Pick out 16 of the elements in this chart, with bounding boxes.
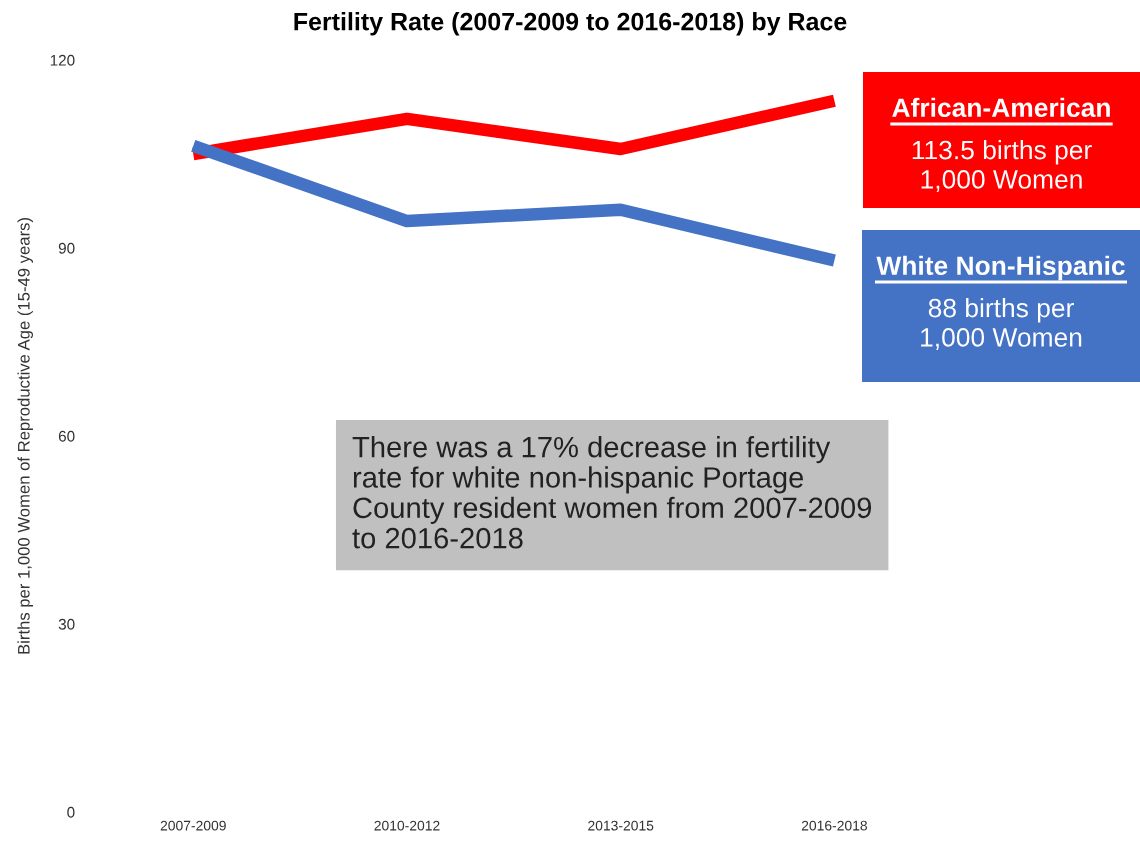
annotation: There was a 17% decrease in fertility rate for white non-hispanic Portage County resident women from 2007-2009 to 2016-2018 <box>352 436 872 549</box>
y-tick-label: 90 <box>58 242 75 254</box>
x-tick-label: 2016-2018 <box>801 820 867 831</box>
annotation: 113.5 births per 1,000 Women <box>912 140 1092 192</box>
y-tick-label: 60 <box>58 430 75 442</box>
y-axis-title: Births per 1,000 Women of Reproductive Age (15-49 years) <box>17 218 33 654</box>
y-tick-label: 30 <box>58 618 75 630</box>
x-tick-label: 2007-2009 <box>160 820 226 831</box>
text: African-American <box>892 97 1110 118</box>
x-tick-label: 2010-2012 <box>374 820 440 831</box>
chart-title: Fertility Rate (2007-2009 to 2016-2018) by Race <box>294 12 847 36</box>
series-label: White Non-Hispanic <box>876 255 1125 281</box>
x-tick-label: 2013-2015 <box>588 820 654 831</box>
y-tick-label: 0 <box>67 806 75 818</box>
y-tick-label: 120 <box>50 54 75 66</box>
annotation: 88 births per 1,000 Women <box>921 298 1082 350</box>
